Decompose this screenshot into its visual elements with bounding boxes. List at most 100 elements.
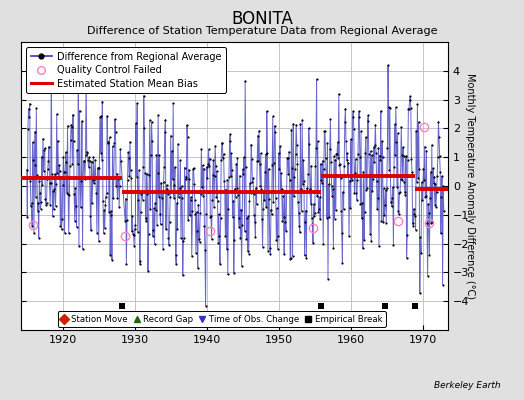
Point [226,131,234,138]
Point [308,221,316,228]
Point [129,231,137,237]
Point [344,160,353,166]
Point [320,128,329,135]
Point [184,216,192,223]
Point [216,261,224,267]
Point [403,232,411,238]
Point [241,228,249,234]
Point [419,186,427,193]
Point [65,192,73,198]
Point [75,108,84,114]
Point [265,196,274,202]
Point [275,166,283,172]
Point [218,140,226,146]
Point [110,175,118,181]
Point [254,157,263,164]
Point [263,150,271,156]
Point [93,230,101,236]
Point [189,165,198,171]
Point [231,186,239,192]
Point [86,212,94,219]
Point [247,141,255,148]
Point [138,196,147,203]
Point [104,138,113,145]
Point [325,146,334,152]
Point [374,195,382,201]
Point [211,143,220,149]
Point [258,243,267,250]
Point [100,207,108,213]
Point [142,218,150,224]
Point [355,108,363,114]
Point [115,204,123,210]
Point [40,145,49,152]
Point [373,178,381,184]
Point [435,134,443,140]
Point [411,213,419,219]
Point [34,200,42,206]
Point [27,200,36,206]
Point [298,207,306,214]
Point [123,216,131,223]
Point [219,155,227,162]
Point [96,114,104,120]
Point [360,236,368,243]
Point [67,121,75,128]
Point [61,149,70,155]
Point [154,112,162,118]
Point [81,176,89,182]
Point [51,202,60,209]
Point [170,195,178,201]
Point [101,202,110,208]
Point [306,186,314,192]
Point [440,207,448,214]
Point [294,199,302,206]
Point [57,226,66,232]
Point [343,150,352,156]
Point [291,166,299,172]
Point [363,184,371,191]
Point [179,238,188,245]
Point [167,188,176,195]
Point [110,140,118,146]
Point [346,205,354,211]
Point [98,98,106,105]
Point [189,166,197,172]
Point [26,178,35,184]
Point [100,230,108,236]
Point [342,157,351,163]
Point [375,243,383,249]
Point [356,200,365,207]
Point [284,170,292,177]
Point [176,157,184,164]
Point [402,255,411,261]
Point [435,153,444,160]
Point [311,163,320,169]
Point [352,190,361,196]
Point [128,212,137,219]
Point [187,194,195,201]
Point [255,127,263,134]
Point [245,198,254,204]
Point [127,175,135,181]
Point [187,197,195,203]
Point [420,177,428,184]
Point [126,166,135,173]
Point [286,177,294,183]
Point [73,161,82,168]
Point [148,138,156,144]
Point [165,242,173,248]
Point [101,225,109,231]
Point [38,182,47,188]
Point [199,192,208,199]
Point [40,147,48,153]
Point [403,157,412,163]
Point [345,177,354,184]
Point [342,138,350,144]
Point [299,157,308,164]
Point [326,116,335,122]
Point [205,163,213,170]
Point [319,158,327,164]
Point [83,150,91,156]
Point [266,251,275,257]
